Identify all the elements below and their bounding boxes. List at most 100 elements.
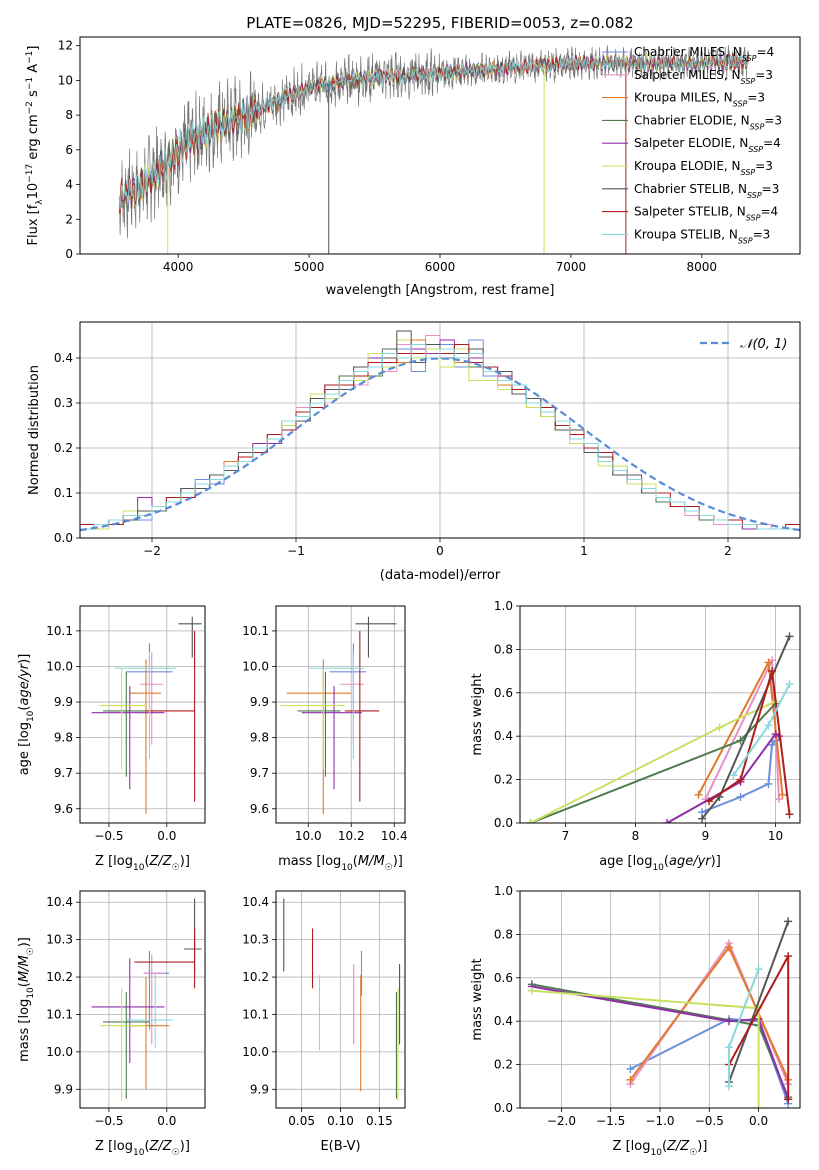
x-axis-label: Z [log10(Z/Z☉)]	[613, 1139, 708, 1158]
y-tick-label: 10.0	[46, 659, 73, 673]
series-chabrier-miles	[698, 736, 780, 817]
panel-age_vs_Z: −0.5 0.09.69.79.89.910.010.1Z [log10(Z/Z☉…	[17, 605, 206, 873]
x-tick-label: 0.10	[327, 1114, 354, 1128]
plot-marks	[526, 632, 794, 823]
legend-entry: Kroupa MILES, NSSP=3	[634, 91, 765, 109]
label-part: 10	[26, 987, 36, 999]
legend-entry: Salpeter STELIB, NSSP=4	[634, 205, 778, 223]
series-salpeter-stelib	[705, 667, 794, 819]
y-axis-label: mass weight	[470, 958, 485, 1040]
point-marker	[705, 797, 713, 806]
point-marker	[527, 986, 536, 995]
errorbar-salpeter-elodie	[301, 686, 362, 790]
y-tick-label: 10	[58, 73, 73, 87]
y-tick-label: 9.9	[250, 1082, 269, 1096]
label-part: M/M	[17, 955, 32, 982]
x-tick-label: 10.2	[338, 829, 365, 843]
legend-subscript: SSP	[741, 76, 756, 85]
x-tick-label: 0.0	[157, 1114, 176, 1128]
point-marker	[725, 1043, 734, 1052]
y-tick-label: 0.3	[54, 396, 73, 410]
model-spectrum-line	[118, 53, 749, 209]
legend-suffix: =4	[763, 136, 781, 150]
legend-text: Salpeter MILES, N	[634, 68, 741, 82]
point-marker	[784, 952, 793, 961]
label-part: (	[664, 854, 669, 869]
x-tick-label: 7000	[556, 260, 587, 274]
label-part: Flux [f	[26, 204, 41, 245]
axes-frame	[79, 36, 801, 255]
legend-text: Kroupa MILES, N	[634, 91, 733, 105]
axes-frame	[79, 321, 801, 539]
y-axis-label: Flux [fλ10−17 erg cm−2 s−1 A−1]	[25, 46, 45, 246]
x-tick-label: −1.0	[645, 1114, 674, 1128]
legend-entry: Salpeter MILES, NSSP=3	[634, 68, 773, 86]
y-tick-label: 0.0	[494, 1101, 513, 1115]
y-tick-label: 0.0	[494, 816, 513, 830]
x-tick-label: 5000	[294, 260, 325, 274]
point-marker	[768, 667, 776, 676]
y-tick-label: 9.9	[54, 695, 73, 709]
plot-marks	[91, 898, 202, 1101]
label-part: Z [log	[95, 1139, 133, 1154]
legend-text: Kroupa ELODIE, N	[634, 159, 741, 173]
plot-area	[276, 606, 405, 823]
point-marker	[784, 1095, 793, 1104]
label-part: ☉	[385, 863, 393, 873]
legend-suffix: =3	[747, 91, 765, 105]
label-part: )]	[697, 1139, 707, 1154]
label-part: 10	[26, 183, 41, 200]
legend-entry: 𝒩(0, 1)	[740, 337, 787, 352]
x-axis-label: age [log10(age/yr)]	[599, 854, 721, 873]
label-part: )]	[17, 937, 32, 947]
point-marker	[715, 723, 724, 732]
point-marker	[626, 1064, 635, 1073]
label-part: (	[144, 854, 149, 869]
legend-text: Salpeter ELODIE, N	[634, 136, 748, 150]
x-tick-label: 7	[562, 829, 570, 843]
point-marker	[526, 819, 535, 823]
grid	[276, 606, 405, 823]
chart-root: 4000 5000 6000 7000 8000024681012wavelength …	[17, 36, 801, 1158]
point-marker	[785, 680, 794, 689]
y-tick-label: 0.6	[494, 686, 513, 700]
label-part: 10	[133, 863, 145, 873]
legend-text: Salpeter STELIB, N	[634, 205, 746, 219]
y-tick-label: 0.2	[494, 773, 513, 787]
label-part: (	[17, 706, 32, 711]
label-part: E(B-V)	[320, 1139, 360, 1154]
y-tick-label: 10.0	[242, 659, 269, 673]
y-axis-label: mass weight	[470, 673, 485, 755]
label-part: )]	[180, 1139, 190, 1154]
x-tick-label: 8000	[687, 260, 718, 274]
label-part: age [log	[17, 722, 32, 775]
point-marker	[694, 790, 703, 799]
point-marker	[725, 943, 734, 952]
y-tick-label: 0.4	[494, 729, 513, 743]
legend-entry: Salpeter ELODIE, NSSP=4	[634, 136, 781, 154]
label-part: erg cm	[26, 114, 41, 163]
point-marker	[785, 632, 794, 641]
figure-title: PLATE=0826, MJD=52295, FIBERID=0053, z=0…	[246, 14, 633, 32]
y-tick-label: 10.0	[242, 1045, 269, 1059]
errorbar-chabrier-stelib	[178, 616, 202, 658]
grid	[276, 891, 405, 1108]
x-axis-label: Z [log10(Z/Z☉)]	[95, 1139, 190, 1158]
point-marker	[754, 965, 763, 974]
legend-subscript: SSP	[746, 213, 761, 222]
y-tick-label: 2	[65, 212, 73, 226]
label-part: −1	[25, 77, 35, 90]
errorbar-kroupa-stelib	[308, 652, 365, 759]
label-part: (	[17, 982, 32, 987]
errorbar-kroupa-elodie	[99, 668, 146, 770]
y-tick-label: 0.0	[54, 531, 73, 545]
y-tick-label: 10.1	[242, 624, 269, 638]
errorbar-salpeter-stelib	[344, 630, 380, 802]
point-marker	[778, 790, 787, 799]
label-part: age/yr	[669, 854, 712, 869]
label-part: age/yr	[17, 662, 32, 705]
y-tick-label: 0.8	[494, 927, 513, 941]
axes-frame	[275, 605, 406, 824]
series-line	[728, 921, 790, 1083]
